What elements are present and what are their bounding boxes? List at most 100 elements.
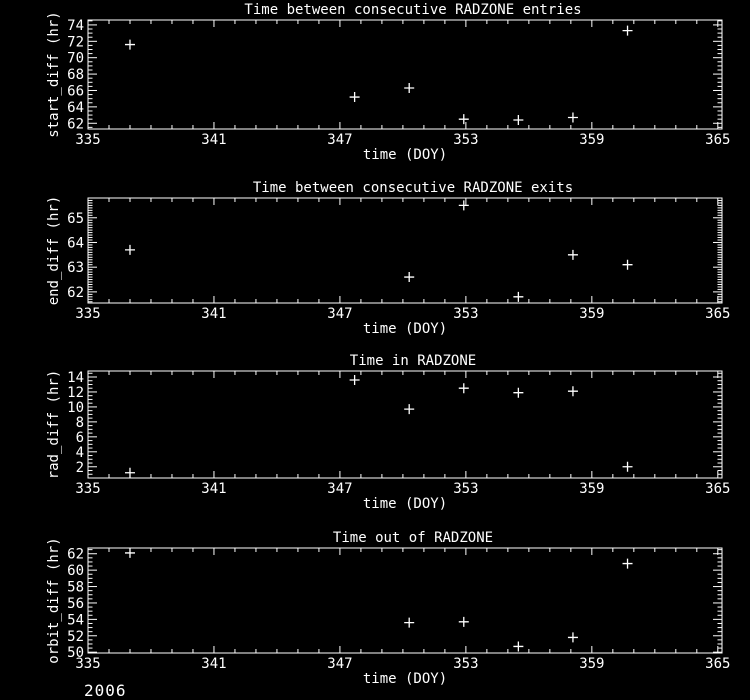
x-tick-label: 359 — [579, 481, 604, 497]
x-tick-label: 359 — [579, 132, 604, 148]
data-point-marker — [124, 547, 135, 558]
data-point-marker — [404, 83, 415, 94]
y-tick-label: 50 — [67, 645, 84, 661]
y-tick-label: 14 — [67, 370, 84, 386]
y-tick-label: 52 — [67, 629, 84, 645]
y-tick-label: 56 — [67, 596, 84, 612]
data-point-marker — [349, 92, 360, 103]
x-tick-label: 341 — [201, 656, 226, 672]
x-tick-label: 335 — [75, 306, 100, 322]
x-axis-label: time (DOY) — [363, 147, 447, 163]
plot-end-diff: Time between consecutive RADZONE exits 33… — [0, 175, 750, 350]
plot-orbit-diff: Time out of RADZONE 335 341 347 353 359 365 50 5… — [0, 525, 750, 700]
y-tick-label: 58 — [67, 580, 84, 596]
y-tick-label: 2 — [76, 460, 84, 476]
x-tick-label: 365 — [705, 132, 730, 148]
y-tick-label: 72 — [67, 34, 84, 50]
y-tick-label: 62 — [67, 285, 84, 301]
data-point-marker — [622, 259, 633, 270]
x-tick-label: 335 — [75, 481, 100, 497]
data-point-marker — [458, 616, 469, 627]
y-tick-label: 63 — [67, 260, 84, 276]
axis-box — [87, 370, 723, 479]
axis-box — [87, 547, 723, 654]
y-tick-label: 64 — [67, 235, 84, 251]
x-tick-label: 347 — [327, 481, 352, 497]
y-tick-label: 62 — [67, 116, 84, 132]
year-label: 2006 — [84, 681, 127, 700]
data-point-marker — [458, 383, 469, 394]
chart-canvas: Time between consecutive RADZONE entries… — [46, 2, 730, 163]
axis-box — [87, 19, 723, 130]
x-tick-label: 341 — [201, 306, 226, 322]
y-axis-label: rad_diff (hr) — [46, 370, 62, 480]
chart-title: Time between consecutive RADZONE exits — [253, 180, 573, 196]
x-tick-label: 347 — [327, 306, 352, 322]
chart-title: Time between consecutive RADZONE entries — [244, 2, 581, 18]
data-point-marker — [622, 461, 633, 472]
data-point-marker — [567, 386, 578, 397]
y-tick-label: 8 — [76, 415, 84, 431]
data-point-marker — [458, 200, 469, 211]
x-tick-label: 341 — [201, 132, 226, 148]
chart-title: Time in RADZONE — [350, 353, 476, 369]
axis-box — [87, 197, 723, 304]
data-point-marker — [404, 272, 415, 283]
x-tick-label: 359 — [579, 306, 604, 322]
x-axis-label: time (DOY) — [363, 496, 447, 512]
y-tick-label: 12 — [67, 385, 84, 401]
data-point-marker — [124, 467, 135, 478]
x-tick-label: 335 — [75, 132, 100, 148]
data-point-marker — [567, 112, 578, 123]
y-tick-label: 60 — [67, 563, 84, 579]
y-tick-label: 6 — [76, 430, 84, 446]
data-point-marker — [124, 39, 135, 50]
x-tick-label: 353 — [453, 656, 478, 672]
y-axis-label: end_diff (hr) — [46, 196, 62, 306]
data-point-marker — [404, 617, 415, 628]
y-axis-label: orbit_diff (hr) — [46, 537, 62, 663]
x-tick-label: 353 — [453, 481, 478, 497]
x-axis-label: time (DOY) — [363, 671, 447, 687]
data-point-marker — [349, 374, 360, 385]
y-tick-label: 64 — [67, 100, 84, 116]
chart-canvas: Time between consecutive RADZONE exits 33… — [46, 180, 730, 337]
y-tick-label: 74 — [67, 18, 84, 34]
chart-title: Time out of RADZONE — [333, 530, 493, 546]
y-tick-label: 10 — [67, 400, 84, 416]
y-tick-label: 65 — [67, 211, 84, 227]
x-tick-label: 341 — [201, 481, 226, 497]
data-point-marker — [513, 114, 524, 125]
x-tick-label: 347 — [327, 656, 352, 672]
data-point-marker — [404, 404, 415, 415]
x-tick-label: 353 — [453, 306, 478, 322]
y-tick-label: 68 — [67, 67, 84, 83]
y-tick-label: 62 — [67, 547, 84, 563]
x-tick-label: 359 — [579, 656, 604, 672]
x-tick-label: 365 — [705, 481, 730, 497]
y-axis-label: start_diff (hr) — [46, 11, 62, 137]
data-point-marker — [513, 387, 524, 398]
x-tick-label: 365 — [705, 306, 730, 322]
y-tick-label: 4 — [76, 445, 84, 461]
y-tick-label: 66 — [67, 83, 84, 99]
y-tick-label: 54 — [67, 612, 84, 628]
x-tick-label: 347 — [327, 132, 352, 148]
plot-rad-diff: Time in RADZONE 335 341 347 353 359 365 2 4 6 8 10 1… — [0, 350, 750, 525]
x-tick-label: 365 — [705, 656, 730, 672]
data-point-marker — [567, 632, 578, 643]
x-axis-label: time (DOY) — [363, 321, 447, 337]
y-tick-label: 70 — [67, 51, 84, 67]
x-tick-label: 335 — [75, 656, 100, 672]
plot-start-diff: Time between consecutive RADZONE entries… — [0, 0, 750, 175]
data-point-marker — [622, 25, 633, 36]
x-tick-label: 353 — [453, 132, 478, 148]
data-point-marker — [513, 291, 524, 302]
data-point-marker — [622, 558, 633, 569]
data-point-marker — [458, 114, 469, 125]
data-point-marker — [567, 249, 578, 260]
data-point-marker — [513, 641, 524, 652]
